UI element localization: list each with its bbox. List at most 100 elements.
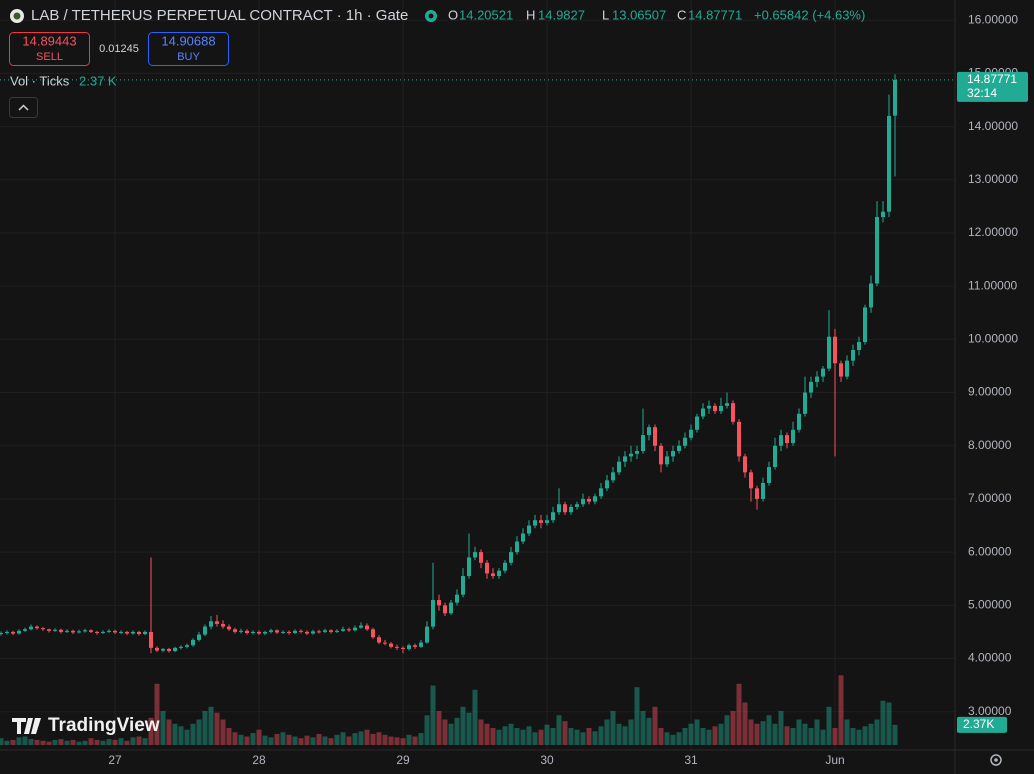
symbol-title[interactable]: LAB / TETHERUS PERPETUAL CONTRACT · 1h ·… (31, 7, 408, 24)
candle-body (653, 427, 657, 446)
candle-body (155, 647, 159, 651)
volume-bar (274, 733, 280, 745)
volume-bar (436, 711, 442, 745)
candle-body (383, 642, 387, 644)
volume-bar (490, 728, 496, 745)
candle-body (179, 646, 183, 648)
candle-body (851, 350, 855, 361)
volume-bar (100, 740, 106, 745)
candle-body (173, 647, 177, 652)
candle-body (257, 631, 261, 634)
candle-body (359, 625, 363, 628)
volume-bar (880, 700, 886, 745)
y-tick-label: 10.00000 (968, 332, 1018, 346)
volume-bar (154, 683, 160, 745)
candle-body (137, 631, 141, 635)
volume-bar (412, 736, 418, 745)
candle-body (515, 541, 519, 553)
candle-body (773, 445, 777, 468)
candle-body (875, 217, 879, 284)
volume-bar (670, 734, 676, 745)
volume-bar (868, 723, 874, 745)
volume-bar (886, 702, 892, 745)
volume-bar (622, 726, 628, 745)
candle-body (389, 643, 393, 647)
volume-bar (604, 719, 610, 745)
volume-bar (784, 726, 790, 745)
volume-bar (10, 739, 16, 745)
candle-body (641, 435, 645, 452)
volume-bar (574, 729, 580, 745)
candle-body (683, 437, 687, 446)
volume-bar (142, 738, 148, 745)
candle-body (725, 403, 729, 406)
candle-body (335, 630, 339, 632)
volume-bar (640, 711, 646, 745)
volume-bar (16, 737, 22, 745)
y-tick-label: 8.00000 (968, 438, 1012, 452)
spread: 0.01245 (99, 43, 139, 55)
candle-body (857, 342, 861, 350)
candle-body (89, 630, 93, 632)
volume-bar (58, 739, 64, 745)
volume-bar (586, 728, 592, 745)
volume-bar (826, 706, 832, 745)
candle-body (569, 506, 573, 513)
volume-legend-label: Vol · Ticks (10, 73, 70, 88)
volume-bar (256, 729, 262, 745)
candle-body (245, 630, 249, 633)
candle-body (191, 639, 195, 646)
buy-button[interactable] (148, 32, 229, 66)
candle-body (449, 602, 453, 614)
candle-body (437, 600, 441, 606)
candle-body (551, 512, 555, 521)
candle-body (107, 630, 111, 632)
volume-bar (706, 729, 712, 745)
candle-body (599, 488, 603, 497)
candle-body (113, 630, 117, 633)
volume-bar (124, 740, 130, 745)
candle-body (809, 381, 813, 393)
volume-bar (730, 711, 736, 745)
candle-body (635, 451, 639, 454)
volume-bar (616, 723, 622, 745)
candle-body (77, 631, 81, 633)
candle-body (371, 629, 375, 638)
candle-body (401, 647, 405, 649)
volume-bar (676, 732, 682, 745)
volume-bar (526, 726, 532, 745)
volume-bar (556, 715, 562, 745)
candle-body (473, 552, 477, 558)
collapse-button[interactable] (9, 97, 38, 118)
buy-label: BUY (177, 51, 200, 63)
candle-body (533, 520, 537, 526)
candle-body (161, 648, 165, 651)
volume-bar (466, 712, 472, 745)
volume-bar (70, 739, 76, 745)
candle-body (521, 533, 525, 542)
volume-bar (532, 732, 538, 745)
candle-body (863, 307, 867, 343)
candle-body (803, 392, 807, 414)
ohlc-label: H (526, 7, 535, 22)
candle-body (671, 451, 675, 457)
volume-bars (0, 675, 898, 745)
x-tick-label: 30 (540, 753, 554, 767)
candle-body (491, 573, 495, 577)
candle-body (731, 403, 735, 422)
candle-body (11, 631, 15, 634)
volume-bar (346, 736, 352, 745)
volume-bar (376, 732, 382, 745)
volume-bar (118, 738, 124, 745)
candle-body (587, 498, 591, 502)
candle-body (623, 456, 627, 462)
candle-body (23, 629, 27, 631)
volume-bar (196, 719, 202, 745)
y-tick-label: 4.00000 (968, 651, 1012, 665)
volume-bar (754, 723, 760, 745)
y-tick-label: 11.00000 (968, 278, 1017, 292)
candle-body (221, 623, 225, 627)
settings-icon[interactable] (990, 754, 1002, 766)
sell-button[interactable] (9, 32, 90, 66)
volume-bar (232, 732, 238, 745)
